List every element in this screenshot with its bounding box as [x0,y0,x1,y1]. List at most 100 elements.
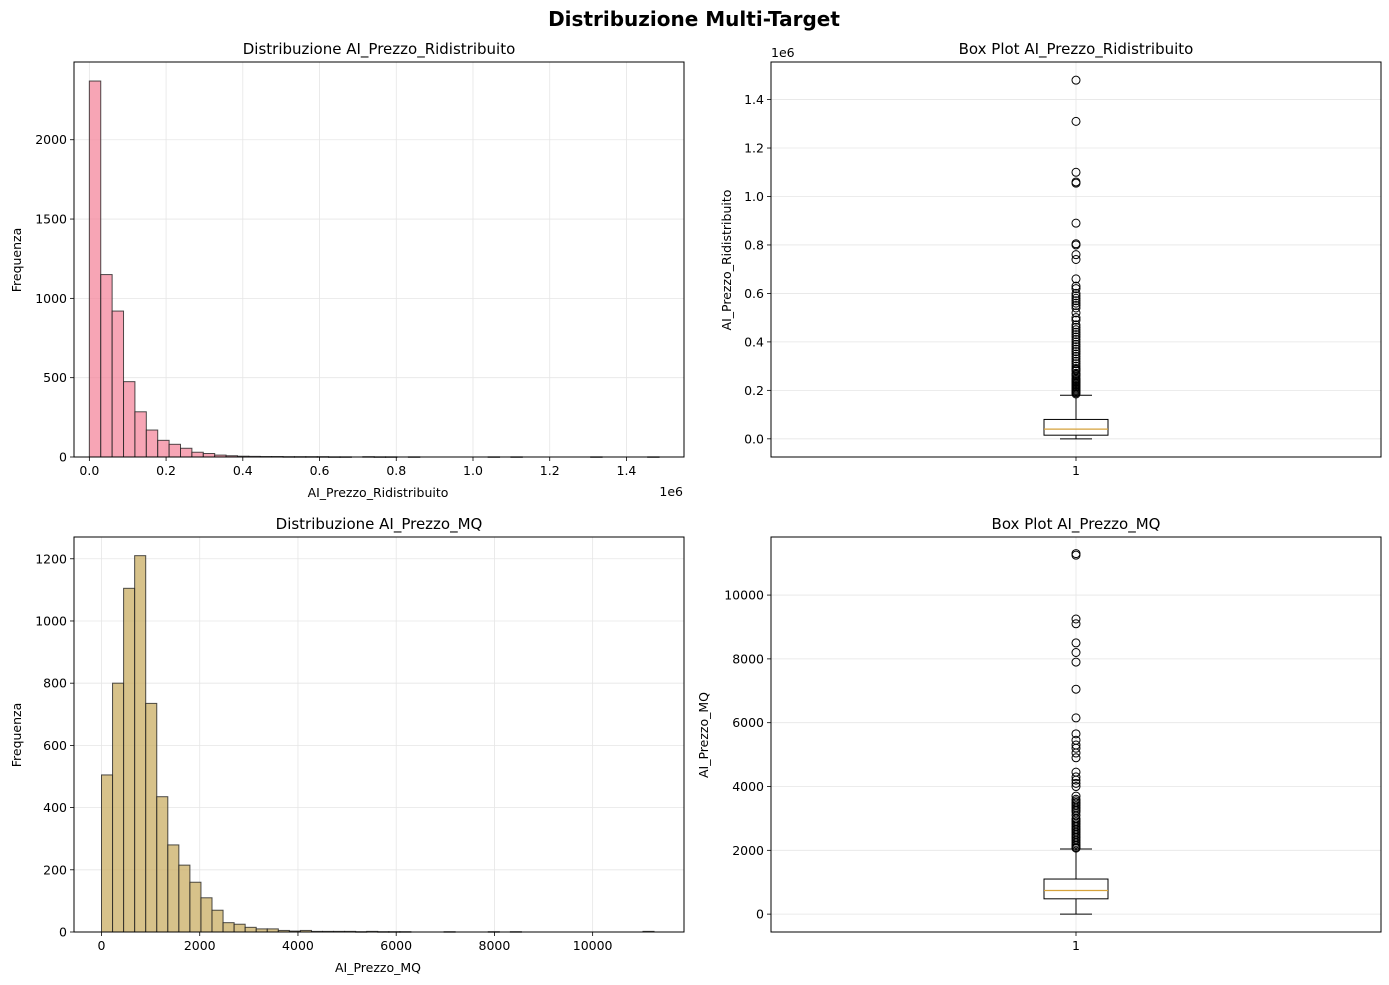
x-tick-label: 1 [1072,938,1080,953]
y-tick-label: 1.4 [744,92,764,107]
x-tick-label: 0.8 [386,463,406,478]
histogram-bar [189,881,202,933]
outlier-point [1071,351,1081,361]
outlier-point [1071,753,1081,763]
axes-frame [73,61,685,458]
histogram-bar [123,587,136,933]
outlier-point [1071,178,1081,188]
histogram-bar [123,381,136,458]
y-tick-label: 1500 [35,212,67,227]
outlier-point [1071,339,1081,349]
x-tick-label: 0.6 [310,463,330,478]
histogram-bar [202,453,216,458]
y-tick-label: 1.0 [744,189,764,204]
outlier-point [1071,748,1081,758]
x-tick-label: 1.2 [540,463,560,478]
histogram-bar [211,909,224,933]
outlier-point [1071,638,1081,648]
y-tick-label: 1200 [35,551,67,566]
histogram-bar [156,796,169,933]
y-tick-label: 0 [756,907,764,922]
y-axis-label: Frequenza [9,228,24,293]
panel-title: Box Plot AI_Prezzo_MQ [992,515,1161,534]
histogram-bar [88,80,102,458]
outlier-point [1071,354,1081,364]
outlier-point [1071,614,1081,624]
box [1043,418,1109,436]
outlier-point [1071,334,1081,344]
y-tick-label: 1000 [35,613,67,628]
outlier-point [1071,359,1081,369]
y-axis-label: AI_Prezzo_Ridistribuito [719,190,734,331]
outlier-point [1071,284,1081,294]
axes-frame [73,536,685,933]
y-tick-label: 2000 [732,843,764,858]
outlier-point [1071,239,1081,249]
histogram-bar [100,274,113,458]
panel-title: Distribuzione AI_Prezzo_Ridistribuito [243,40,516,59]
outlier-point [1071,288,1081,298]
outlier-point [1071,313,1081,323]
outlier-point [1071,619,1081,629]
y-tick-label: 0.4 [744,334,764,349]
histogram-bar [178,864,191,933]
x-tick-label: 0.0 [79,463,99,478]
y-tick-label: 0 [59,450,67,465]
x-tick-label: 1.4 [617,463,637,478]
histogram-bar [167,844,180,933]
outlier-point [1071,167,1081,177]
y-tick-label: 6000 [732,715,764,730]
x-tick-label: 0 [98,938,106,953]
axes-frame [770,61,1382,458]
y-tick-label: 0.2 [744,383,764,398]
outlier-point [1071,347,1081,357]
x-tick-label: 8000 [479,938,511,953]
outlier-point [1071,308,1081,318]
x-axis-label: AI_Prezzo_Ridistribuito [308,485,449,500]
outlier-point [1071,296,1081,306]
outlier-point [1071,327,1081,337]
x-tick-label: 0.4 [233,463,253,478]
panel-title: Distribuzione AI_Prezzo_MQ [276,515,483,534]
outlier-point [1071,325,1081,335]
y-tick-label: 4000 [732,779,764,794]
y-tick-label: 0.8 [744,237,764,252]
outlier-point [1071,330,1081,340]
histogram-bar [222,922,235,933]
x-tick-label: 10000 [573,938,613,953]
outlier-point [1071,337,1081,347]
histogram-bar [168,443,182,458]
outlier-point [1071,291,1081,301]
y-axis-label: Frequenza [9,703,24,768]
x-tick-label: 4000 [282,938,314,953]
outlier-point [1071,684,1081,694]
outlier-point [1071,778,1081,788]
histogram-bar [191,451,204,458]
outlier-point [1071,743,1081,753]
outlier-point [1071,344,1081,354]
y-offset-label: 1e6 [771,45,795,60]
outlier-point [1071,75,1081,85]
histogram-bar [134,555,147,933]
histogram-panel-prezzo-mq: Distribuzione AI_Prezzo_MQ AI_Prezzo_MQ … [9,515,685,975]
y-tick-label: 8000 [732,651,764,666]
outlier-point [1071,303,1081,313]
y-tick-label: 0.0 [744,431,764,446]
histogram-bar [134,411,147,458]
outlier-point [1071,250,1081,260]
outlier-point [1071,332,1081,342]
outlier-point [1071,657,1081,667]
y-tick-label: 400 [43,800,67,815]
x-tick-label: 2000 [184,938,216,953]
y-tick-label: 500 [43,370,67,385]
outlier-point [1071,298,1081,308]
histogram-bar [233,923,246,933]
outlier-point [1071,349,1081,359]
outlier-point [1071,389,1081,399]
outlier-point [1071,342,1081,352]
y-tick-label: 2000 [35,132,67,147]
panel-title: Box Plot AI_Prezzo_Ridistribuito [959,40,1194,59]
y-tick-label: 1.2 [744,141,764,156]
outlier-point [1071,281,1081,291]
